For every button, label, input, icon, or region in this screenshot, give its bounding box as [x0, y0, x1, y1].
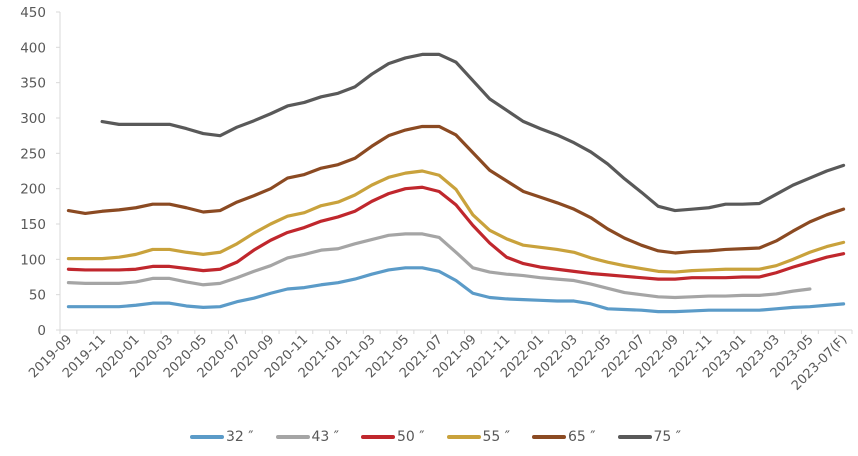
- legend-label: 50 ″: [397, 429, 425, 445]
- legend-item: 75 ″: [617, 429, 682, 445]
- legend-label: 75 ″: [653, 429, 682, 445]
- legend-item: 32 ″: [190, 429, 254, 445]
- legend-label: 43 ″: [311, 429, 340, 445]
- y-tick-label: 50: [29, 288, 46, 304]
- legend-item: 50 ″: [361, 429, 425, 445]
- series-line-2: [66, 185, 846, 281]
- y-tick-label: 0: [37, 323, 46, 339]
- legend-item: 65 ″: [532, 429, 596, 445]
- series-line-1: [66, 232, 812, 300]
- legend-label: 65 ″: [568, 429, 596, 445]
- series-line-4: [66, 124, 846, 255]
- legend-swatch: [532, 435, 566, 439]
- y-tick-label: 150: [20, 217, 46, 233]
- line-chart: 0 50 100 150 200 250 300 350 400 450 2019-092019-…: [20, 5, 853, 394]
- y-tick-label: 350: [20, 76, 46, 92]
- y-tick-label: 250: [20, 146, 46, 162]
- y-tick-label: 300: [20, 111, 46, 127]
- series-line-5: [100, 52, 846, 213]
- legend-swatch: [190, 435, 224, 439]
- legend: 32 ″ 43 ″ 50 ″ 55 ″ 65 ″ 75 ″: [190, 428, 703, 446]
- y-tick-label: 450: [20, 5, 46, 21]
- legend-item: 55 ″: [446, 429, 511, 445]
- series-lines: [66, 52, 846, 314]
- legend-label: 55 ″: [482, 429, 511, 445]
- y-tick-label: 200: [20, 182, 46, 198]
- legend-swatch: [617, 435, 652, 439]
- legend-label: 32 ″: [226, 429, 254, 445]
- legend-swatch: [275, 435, 310, 439]
- x-axis: 2019-092019-112020-012020-032020-052020-…: [26, 329, 853, 394]
- legend-swatch: [361, 435, 395, 439]
- y-tick-label: 100: [20, 252, 46, 268]
- legend-swatch: [446, 435, 481, 439]
- y-tick-label: 400: [20, 40, 46, 56]
- legend-item: 43 ″: [275, 429, 340, 445]
- series-line-0: [66, 266, 846, 314]
- series-line-3: [66, 169, 846, 274]
- y-axis: 0 50 100 150 200 250 300 350 400 450: [20, 5, 61, 339]
